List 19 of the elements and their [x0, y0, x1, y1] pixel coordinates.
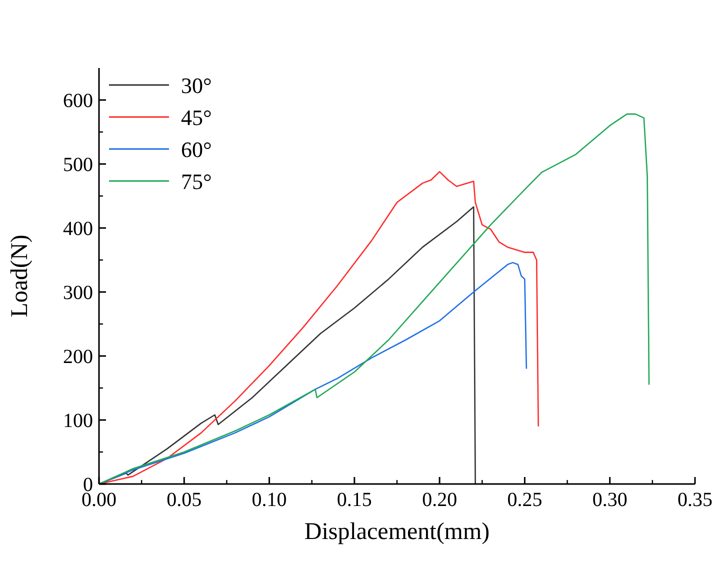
legend-label: 75° [181, 169, 212, 194]
y-tick-label: 200 [63, 346, 93, 368]
x-axis-title: Displacement(mm) [304, 519, 490, 545]
legend-label: 45° [181, 105, 212, 130]
y-tick-label: 500 [63, 154, 93, 176]
x-tick-label: 0.25 [507, 489, 542, 511]
x-tick-label: 0.35 [678, 489, 712, 511]
y-axis-title: Load(N) [7, 234, 33, 318]
x-tick-label: 0.30 [592, 489, 628, 511]
y-tick-label: 600 [63, 90, 93, 112]
y-tick-label: 100 [63, 410, 93, 432]
y-tick-label: 400 [63, 218, 93, 240]
x-tick-label: 0.10 [252, 489, 287, 511]
x-tick-label: 0.05 [166, 489, 202, 511]
legend-label: 30° [181, 73, 212, 98]
x-tick-label: 0.15 [336, 489, 372, 511]
y-tick-label: 300 [63, 282, 93, 304]
legend-label: 60° [181, 137, 212, 162]
x-tick-label: 0.20 [422, 489, 458, 511]
